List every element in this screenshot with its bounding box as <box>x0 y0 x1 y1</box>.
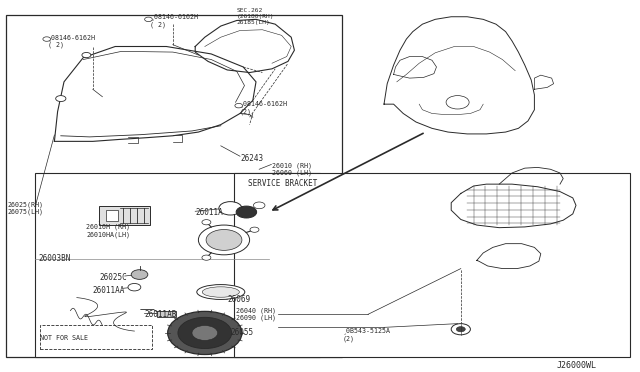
Bar <box>157 311 176 317</box>
Text: SERVICE BRACKET: SERVICE BRACKET <box>248 179 317 187</box>
Text: ¸08146-6162H
( 2): ¸08146-6162H ( 2) <box>150 13 198 28</box>
Circle shape <box>456 327 465 332</box>
Text: 26010H (RH)
26010HA(LH): 26010H (RH) 26010HA(LH) <box>86 224 131 238</box>
Circle shape <box>446 96 469 109</box>
Circle shape <box>131 270 148 279</box>
Bar <box>106 210 118 221</box>
Text: NOT FOR SALE: NOT FOR SALE <box>40 335 88 341</box>
Circle shape <box>192 326 218 340</box>
Circle shape <box>219 202 242 215</box>
Circle shape <box>56 96 66 102</box>
Text: J26000WL: J26000WL <box>557 361 596 370</box>
Circle shape <box>202 219 211 225</box>
Ellipse shape <box>202 287 239 297</box>
Circle shape <box>178 317 232 349</box>
Circle shape <box>250 227 259 232</box>
Circle shape <box>168 311 242 355</box>
Circle shape <box>198 225 250 255</box>
Bar <box>99 206 150 225</box>
Bar <box>234 173 630 357</box>
Text: 26055: 26055 <box>230 328 253 337</box>
Circle shape <box>235 103 243 108</box>
Text: 26011AB: 26011AB <box>144 310 177 319</box>
Text: ¸08146-6162H
( 2): ¸08146-6162H ( 2) <box>48 34 96 48</box>
Bar <box>40 325 152 349</box>
Text: 26003BN: 26003BN <box>38 254 71 263</box>
Text: 26011AA: 26011AA <box>93 286 125 295</box>
Circle shape <box>206 230 242 250</box>
Text: 26025C: 26025C <box>99 273 127 282</box>
Circle shape <box>128 283 141 291</box>
Text: 26011A: 26011A <box>195 208 223 217</box>
Circle shape <box>202 255 211 260</box>
Circle shape <box>451 324 470 335</box>
Text: 26040 (RH)
26090 (LH): 26040 (RH) 26090 (LH) <box>236 307 275 321</box>
Circle shape <box>43 37 51 41</box>
Text: 26025(RH)
26075(LH): 26025(RH) 26075(LH) <box>8 201 44 215</box>
Ellipse shape <box>197 285 244 299</box>
Bar <box>6 15 342 357</box>
Circle shape <box>236 206 257 218</box>
Text: 26010 (RH)
26060 (LH): 26010 (RH) 26060 (LH) <box>272 162 312 176</box>
Text: ¸0B543-5125A
(2): ¸0B543-5125A (2) <box>342 328 390 342</box>
Bar <box>35 173 320 357</box>
Text: 26069: 26069 <box>227 295 250 304</box>
Text: SEC.262
(26180(RH)
26185(LH): SEC.262 (26180(RH) 26185(LH) <box>237 9 275 25</box>
Circle shape <box>82 52 91 58</box>
Text: ¸08146-6162H
(2): ¸08146-6162H (2) <box>240 101 288 115</box>
Circle shape <box>145 17 152 22</box>
Text: 26243: 26243 <box>240 154 263 163</box>
Circle shape <box>253 202 265 209</box>
